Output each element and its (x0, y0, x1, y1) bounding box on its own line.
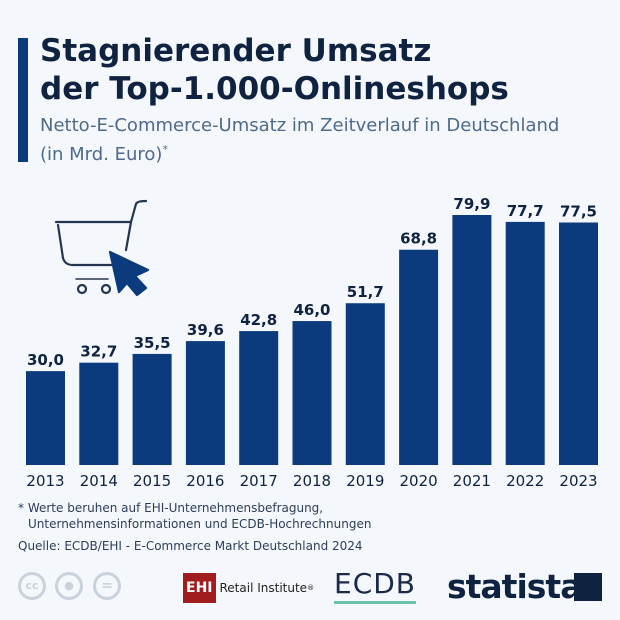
bar-2020 (399, 249, 439, 465)
data-label-2013: 30,0 (27, 351, 64, 369)
x-tick-2018: 2018 (293, 472, 331, 490)
statista-logo[interactable]: statista (447, 567, 582, 606)
bar-2019 (345, 303, 385, 465)
x-tick-2016: 2016 (186, 472, 224, 490)
title-line-1: Stagnierender Umsatz (40, 33, 432, 69)
x-tick-2014: 2014 (80, 472, 118, 490)
data-label-2015: 35,5 (134, 334, 171, 352)
bar-2018 (292, 321, 332, 465)
data-label-2021: 79,9 (453, 195, 490, 213)
x-tick-2017: 2017 (240, 472, 278, 490)
footnotes: * Werte beruhen auf EHI-Unternehmensbefr… (18, 500, 371, 554)
footer: cc ● = EHI Retail Institute ® ECDB statist… (0, 565, 620, 610)
chart-subtitle: Netto-E-Commerce-Umsatz im Zeitverlauf i… (40, 114, 559, 167)
footnote-line-1: * Werte beruhen auf EHI-Unternehmensbefr… (18, 501, 324, 515)
x-tick-2019: 2019 (346, 472, 384, 490)
subtitle-line-1: Netto-E-Commerce-Umsatz im Zeitverlauf i… (40, 115, 560, 136)
bar-2023 (559, 222, 598, 465)
data-label-2014: 32,7 (80, 343, 117, 361)
shopping-cart-with-cursor-icon (54, 199, 150, 297)
x-tick-2022: 2022 (506, 472, 544, 490)
ehi-logo-text: Retail Institute (219, 581, 308, 595)
data-label-2019: 51,7 (347, 283, 384, 301)
ehi-registered-mark: ® (307, 584, 315, 592)
bar-2015 (132, 353, 172, 465)
ehi-logo: EHI Retail Institute ® (183, 573, 314, 603)
ehi-logo-box: EHI (183, 573, 216, 603)
x-tick-2013: 2013 (26, 472, 64, 490)
title-line-2: der Top-1.000-Onlineshops (40, 71, 509, 107)
data-label-2016: 39,6 (187, 321, 224, 339)
x-tick-2020: 2020 (400, 472, 438, 490)
subtitle-footnote-mark: * (162, 143, 168, 156)
data-label-2018: 46,0 (293, 301, 330, 319)
bar-2014 (79, 362, 119, 465)
data-label-2017: 42,8 (240, 311, 277, 329)
no-derivatives-icon[interactable]: = (93, 572, 121, 600)
chart-title: Stagnierender Umsatz der Top-1.000-Online… (40, 32, 509, 108)
x-tick-2023: 2023 (559, 472, 597, 490)
cc-license-icon[interactable]: cc (18, 572, 46, 600)
bar-2013 (26, 371, 65, 465)
x-tick-2021: 2021 (453, 472, 491, 490)
data-label-2022: 77,7 (507, 202, 544, 220)
accent-bar (18, 38, 28, 162)
bar-2017 (239, 331, 279, 465)
source-text: Quelle: ECDB/EHI - E-Commerce Markt Deut… (18, 539, 363, 553)
data-label-2020: 68,8 (400, 230, 437, 248)
data-label-2023: 77,5 (560, 203, 597, 221)
ecdb-logo: ECDB (334, 567, 417, 604)
footnote-line-2: Unternehmensinformationen und ECDB-Hochr… (28, 517, 372, 531)
bar-2016 (185, 341, 225, 465)
statista-logo-icon (574, 573, 602, 601)
bar-2022 (505, 221, 545, 465)
bar-2021 (452, 215, 492, 465)
attribution-person-icon[interactable]: ● (55, 572, 83, 600)
subtitle-line-2: (in Mrd. Euro) (40, 144, 163, 165)
bar-chart: 30,0 2013 32,7 2014 35,5 2015 39,6 2016 42,8 2017… (26, 195, 598, 490)
x-tick-2015: 2015 (133, 472, 171, 490)
